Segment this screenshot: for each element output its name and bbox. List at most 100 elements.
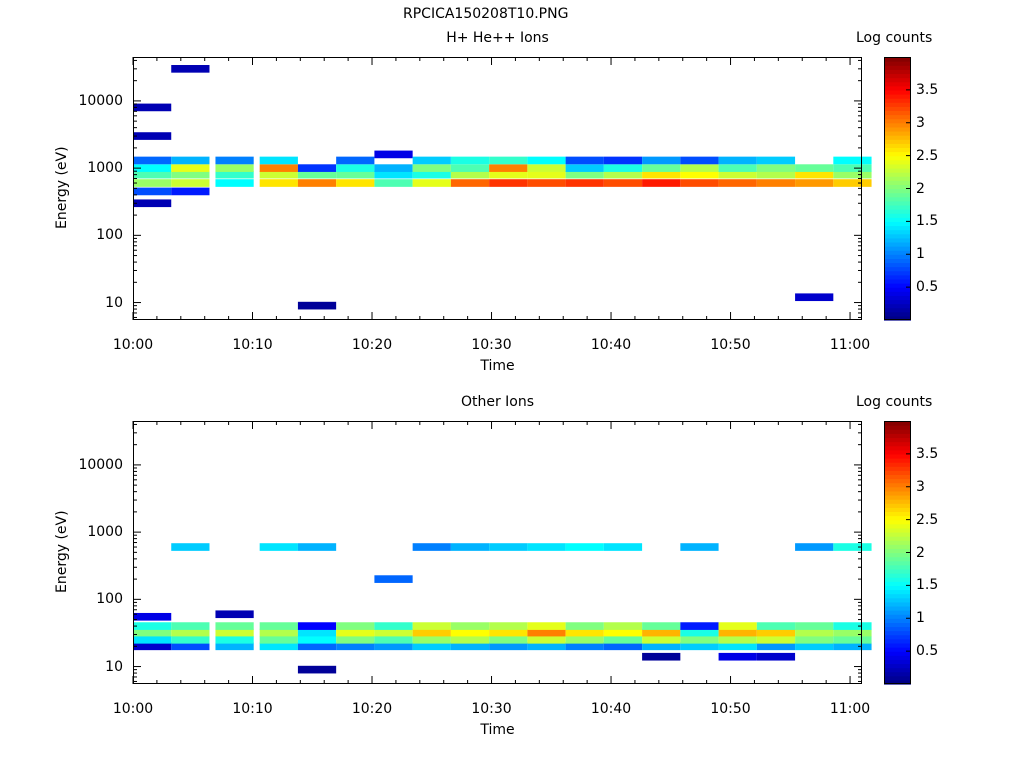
colorbar-segment — [884, 102, 911, 107]
heatmap-cell — [215, 170, 254, 179]
colorbar-segment — [884, 626, 911, 632]
heatmap-cell — [795, 642, 834, 651]
heatmap-cell — [489, 622, 528, 630]
heatmap-cell — [642, 156, 681, 165]
colorbar-tick-label: 3.5 — [916, 445, 939, 462]
colorbar-label: Log counts — [856, 30, 933, 46]
colorbar-segment — [884, 610, 911, 615]
heatmap-cell — [642, 622, 681, 630]
heatmap-cell — [527, 642, 566, 651]
colorbar-segment — [884, 622, 911, 628]
heatmap-cell — [718, 170, 757, 179]
colorbar-tick-label: 1 — [916, 610, 925, 627]
heatmap-cell — [215, 642, 254, 651]
colorbar-segment — [884, 93, 911, 99]
colorbar-tick-label: 3 — [916, 478, 925, 495]
colorbar — [884, 421, 911, 685]
colorbar-segment — [884, 274, 911, 280]
heatmap-cell — [680, 170, 719, 179]
heatmap-cell — [833, 164, 872, 172]
heatmap-cell — [603, 635, 643, 644]
heatmap-cell — [795, 170, 834, 179]
heatmap-cell — [450, 179, 490, 187]
x-axis-label: Time — [480, 358, 515, 374]
colorbar-segment — [884, 655, 911, 660]
heatmap-cell — [412, 170, 451, 179]
colorbar-segment — [884, 262, 911, 268]
colorbar-segment — [884, 180, 911, 185]
heatmap-cell — [215, 628, 254, 637]
colorbar-segment — [884, 77, 911, 83]
heatmap-cell — [642, 628, 681, 637]
colorbar — [884, 57, 911, 321]
heatmap-cell — [450, 642, 490, 651]
x-tick-label: 10:20 — [351, 701, 393, 717]
heatmap-cell — [412, 642, 451, 651]
colorbar-segment — [884, 311, 911, 317]
panel-title: H+ He++ Ions — [446, 30, 549, 46]
colorbar-segment — [884, 515, 911, 521]
colorbar-segment — [884, 287, 911, 292]
heatmap-cell — [527, 164, 566, 172]
heatmap-plot — [132, 421, 872, 684]
heatmap-cell — [603, 628, 643, 637]
colorbar-segment — [884, 184, 911, 190]
colorbar-segment — [884, 200, 911, 206]
y-axis-label: Energy (eV) — [54, 509, 70, 593]
colorbar-tick-label: 1.5 — [916, 577, 939, 594]
heatmap-cell — [680, 622, 719, 630]
colorbar-segment — [884, 291, 911, 296]
heatmap-cell — [297, 628, 337, 637]
heatmap-cell — [374, 622, 413, 630]
colorbar-segment — [884, 126, 911, 132]
colorbar-segment — [884, 254, 911, 259]
x-tick-label: 10:00 — [112, 337, 154, 353]
y-tick-label: 100 — [96, 591, 123, 608]
heatmap-cell — [642, 642, 681, 651]
x-axis-label: Time — [480, 722, 515, 738]
colorbar-segment — [884, 663, 911, 669]
colorbar-segment — [884, 519, 911, 525]
colorbar-segment — [884, 89, 911, 95]
colorbar-segment — [884, 315, 911, 321]
colorbar-segment — [884, 573, 911, 578]
heatmap-cell — [374, 179, 413, 187]
heatmap-cell — [833, 179, 872, 187]
heatmap-cell — [171, 628, 210, 637]
x-tick-label: 10:10 — [232, 701, 273, 717]
heatmap-cell — [259, 179, 298, 187]
heatmap-cell — [718, 635, 757, 644]
heatmap-cell — [489, 156, 528, 165]
colorbar-segment — [884, 143, 911, 149]
colorbar-segment — [884, 647, 911, 652]
colorbar-segment — [884, 425, 911, 430]
heatmap-cell — [489, 635, 528, 644]
colorbar-segment — [884, 589, 911, 595]
heatmap-cell — [527, 635, 566, 644]
colorbar-segment — [884, 241, 911, 247]
heatmap-cell — [565, 635, 604, 644]
heatmap-cell — [215, 635, 254, 644]
colorbar-tick-label: 0.5 — [916, 643, 939, 660]
colorbar-segment — [884, 139, 911, 144]
heatmap-cell — [718, 156, 757, 165]
x-tick-label: 10:10 — [232, 337, 273, 353]
x-tick-label: 10:30 — [471, 337, 512, 353]
colorbar-segment — [884, 585, 911, 591]
heatmap-cell — [833, 170, 872, 179]
colorbar-segment — [884, 233, 911, 239]
heatmap-cell — [565, 156, 604, 165]
colorbar-segment — [884, 441, 911, 447]
colorbar-segment — [884, 421, 911, 426]
heatmap-cell — [412, 622, 451, 630]
heatmap-cell — [718, 622, 757, 630]
colorbar-segment — [884, 651, 911, 656]
heatmap-cell — [259, 642, 298, 651]
heatmap-cell — [412, 628, 451, 637]
heatmap-cell — [215, 156, 254, 165]
colorbar-segment — [884, 192, 911, 198]
heatmap-cell — [756, 642, 796, 651]
heatmap-cell — [489, 642, 528, 651]
colorbar-segment — [884, 196, 911, 202]
colorbar-segment — [884, 73, 911, 79]
